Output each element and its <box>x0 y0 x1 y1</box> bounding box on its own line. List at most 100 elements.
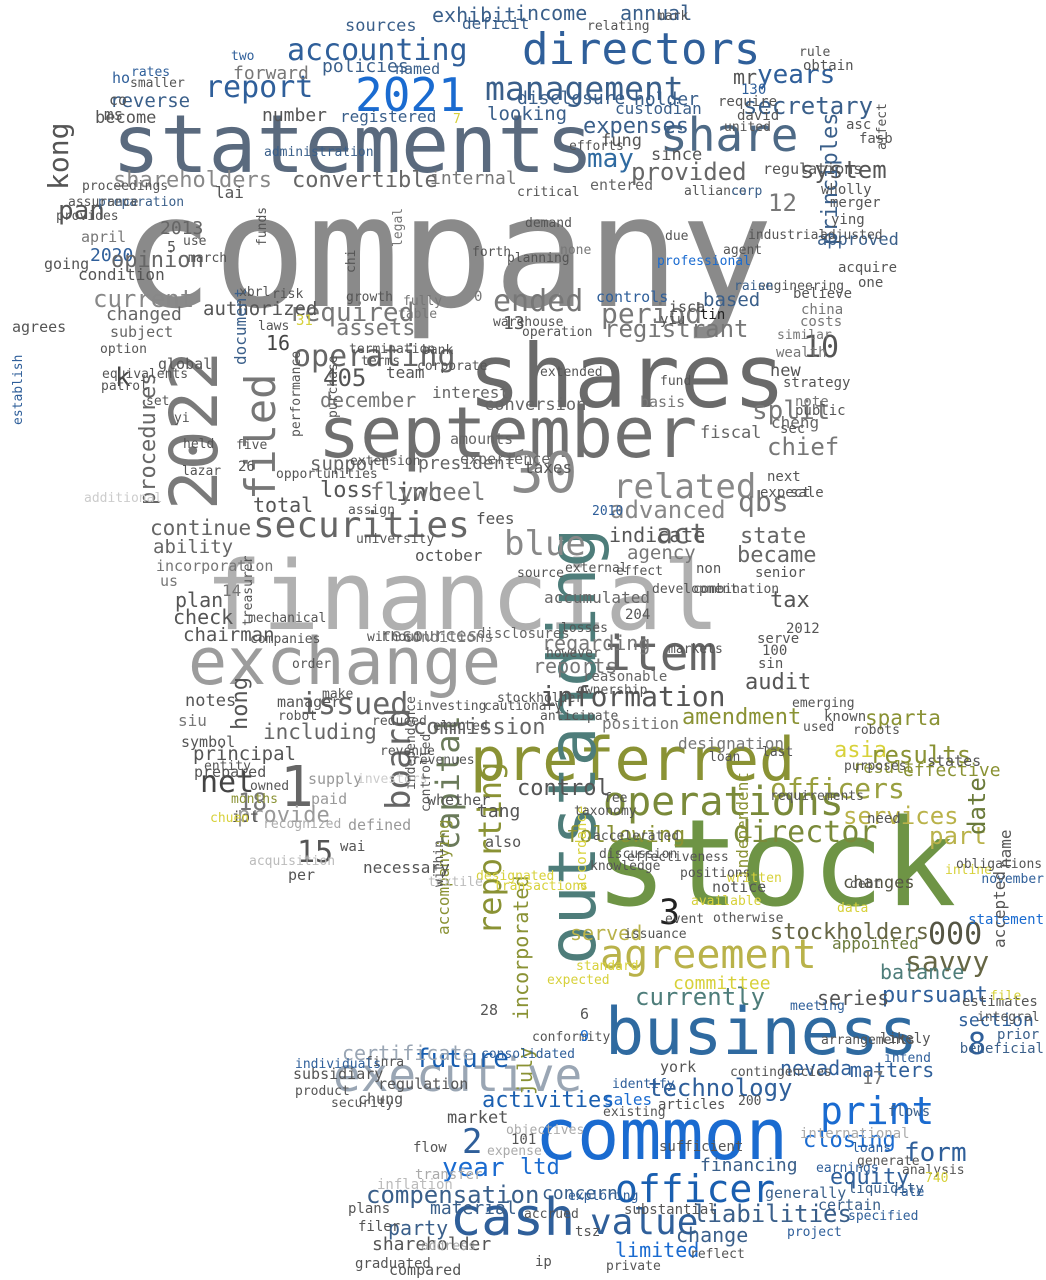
cloud-word: corp <box>731 184 763 199</box>
cloud-word: sale <box>790 485 824 501</box>
cloud-word: information <box>540 680 726 713</box>
cloud-word: public <box>795 403 846 419</box>
cloud-word: conditions <box>403 628 494 646</box>
cloud-word: relating <box>587 19 650 34</box>
cloud-word: october <box>415 546 483 565</box>
cloud-word: ended <box>493 284 584 319</box>
cloud-word: ltd <box>520 1155 560 1180</box>
cloud-word: private <box>606 1259 661 1274</box>
cloud-word: company <box>120 162 774 343</box>
cloud-word: forward <box>233 63 309 84</box>
cloud-word: ying <box>831 212 865 228</box>
cloud-word: agency <box>627 542 696 564</box>
cloud-word: registrant <box>604 315 749 343</box>
cloud-word: rate <box>893 1185 925 1200</box>
cloud-word: smaller <box>130 76 185 91</box>
cloud-word: beneficial <box>959 1041 1044 1057</box>
cloud-word: lai <box>215 183 244 202</box>
cloud-word: concern <box>542 1183 618 1204</box>
cloud-word: industrial <box>748 228 827 243</box>
cloud-word: identify <box>612 1077 675 1092</box>
cloud-word: regulation <box>378 1075 469 1093</box>
cloud-word: likely <box>880 1031 931 1047</box>
cloud-word: plans <box>348 1201 391 1217</box>
cloud-word: agreement <box>600 932 817 978</box>
cloud-word: china <box>801 302 844 318</box>
cloud-word: revenues <box>412 753 475 768</box>
cloud-word: nevada <box>780 1056 853 1080</box>
cloud-word: notes <box>185 691 237 711</box>
cloud-word: amendment <box>682 705 802 730</box>
cloud-word: establish <box>11 354 26 425</box>
cloud-word: york <box>660 1058 697 1076</box>
cloud-word: rule <box>799 45 831 60</box>
cloud-word: chairman <box>183 624 275 646</box>
cloud-word: 16 <box>266 331 291 355</box>
cloud-word: however <box>546 646 601 661</box>
cloud-word: symbol <box>181 733 236 751</box>
cloud-word: future <box>415 1044 509 1074</box>
cloud-word: appointed <box>832 934 919 953</box>
cloud-word: mr <box>733 65 758 89</box>
cloud-word: regulations <box>763 160 863 178</box>
cloud-word: compared <box>389 1261 462 1279</box>
cloud-word: stockholders <box>770 920 929 945</box>
cloud-word: split <box>752 396 831 426</box>
cloud-word: expense <box>487 1144 542 1159</box>
cloud-word: 405 <box>323 364 367 392</box>
cloud-word: limited <box>615 1238 700 1262</box>
cloud-word: five <box>236 438 268 453</box>
cloud-word: qbs <box>738 485 789 518</box>
cloud-word: defined <box>348 816 412 834</box>
cloud-word: expected <box>547 973 610 988</box>
cloud-word: taxes <box>524 458 573 477</box>
cloud-word: accrued <box>524 1207 579 1222</box>
cloud-word: preferred <box>470 725 796 795</box>
cloud-word: 18 <box>238 788 267 816</box>
cloud-word: stock <box>595 795 957 934</box>
cloud-word: xbrl <box>239 285 271 300</box>
cloud-word: changed <box>106 304 182 325</box>
cloud-word: project <box>787 1225 842 1240</box>
cloud-word: continue <box>150 516 252 540</box>
cloud-word: ms <box>104 105 124 124</box>
cloud-word: analysis <box>902 1163 965 1178</box>
cloud-word: risk <box>272 287 304 302</box>
cloud-word: executive <box>333 1048 583 1102</box>
cloud-word: fund <box>660 374 692 389</box>
cloud-word: file <box>990 989 1022 1004</box>
cloud-word: similar <box>777 328 832 343</box>
cloud-word: matters <box>850 1058 935 1082</box>
cloud-word: 17 <box>862 1068 884 1089</box>
cloud-word: filer <box>358 1219 401 1235</box>
cloud-word: print <box>820 1089 935 1133</box>
cloud-word: december <box>320 388 417 412</box>
cloud-word: 28 <box>480 1001 499 1019</box>
cloud-word: 2012 <box>786 621 820 637</box>
cloud-word: series <box>817 986 890 1010</box>
cloud-word: chuen <box>210 811 250 826</box>
cloud-word: cash <box>450 1188 576 1248</box>
cloud-word: expect <box>760 485 811 501</box>
cloud-word: changes <box>843 873 915 893</box>
cloud-word: ip <box>535 1254 552 1270</box>
cloud-word: laws <box>258 319 290 334</box>
cloud-word: value <box>590 1202 699 1243</box>
cloud-word: chi <box>344 249 359 273</box>
cloud-word: address <box>421 1239 476 1254</box>
cloud-word: tin <box>700 307 726 323</box>
cloud-word: performance <box>289 350 304 437</box>
cloud-word: cheng <box>771 413 820 432</box>
cloud-word: generate <box>857 1154 920 1169</box>
cloud-word: required <box>289 298 415 328</box>
cloud-word: development <box>652 582 739 597</box>
cloud-word: set <box>146 394 170 409</box>
cloud-word: termination <box>349 342 436 357</box>
cloud-word: inflation <box>377 1177 453 1193</box>
cloud-word: advanced <box>610 496 726 524</box>
cloud-word: objectives <box>506 1123 585 1138</box>
cloud-word: internal <box>430 168 517 189</box>
cloud-word: whether <box>427 791 491 809</box>
cloud-word: prepared <box>194 763 267 781</box>
cloud-word: section <box>958 1010 1034 1031</box>
